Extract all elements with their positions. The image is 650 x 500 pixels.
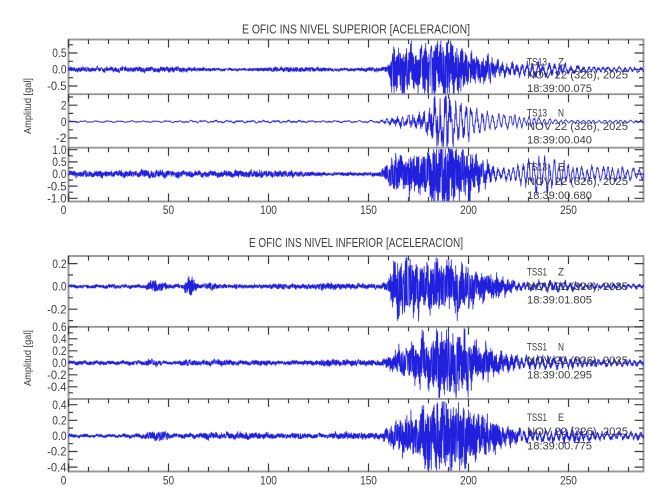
svg-text:NOV 22 (326), 2025: NOV 22 (326), 2025 — [527, 176, 628, 188]
svg-text:N: N — [558, 108, 564, 120]
svg-text:0.0: 0.0 — [52, 356, 66, 370]
svg-text:-0.5: -0.5 — [47, 79, 67, 93]
svg-text:E: E — [558, 412, 564, 424]
svg-text:0.5: 0.5 — [52, 155, 66, 169]
svg-text:0.0: 0.0 — [52, 63, 66, 77]
svg-text:E OFIC INS NIVEL INFERIOR [ACE: E OFIC INS NIVEL INFERIOR [ACELERACION] — [249, 235, 463, 250]
svg-text:0.0: 0.0 — [52, 429, 66, 443]
svg-text:50: 50 — [163, 474, 174, 488]
svg-text:1.0: 1.0 — [52, 143, 66, 157]
svg-text:2: 2 — [61, 98, 67, 112]
svg-text:TSS1: TSS1 — [527, 412, 547, 424]
svg-text:150: 150 — [360, 203, 377, 217]
svg-text:-1.0: -1.0 — [47, 192, 67, 206]
svg-text:E: E — [558, 162, 564, 174]
svg-text:18:39:00.040: 18:39:00.040 — [527, 135, 592, 147]
svg-text:0.4: 0.4 — [52, 332, 66, 346]
svg-text:TS13: TS13 — [527, 162, 547, 174]
svg-text:18:39:00.680: 18:39:00.680 — [527, 190, 592, 202]
svg-text:NOV 22 (326), 2025: NOV 22 (326), 2025 — [527, 281, 628, 293]
svg-text:NOV 22 (326), 2025: NOV 22 (326), 2025 — [527, 70, 628, 82]
svg-text:18:39:01.805: 18:39:01.805 — [527, 295, 592, 307]
svg-text:18:39:00.075: 18:39:00.075 — [527, 83, 592, 95]
svg-text:-0.4: -0.4 — [47, 460, 67, 474]
svg-text:Amplitud [gal]: Amplitud [gal] — [22, 78, 34, 134]
svg-text:Z: Z — [558, 57, 564, 69]
svg-text:Amplitud [gal]: Amplitud [gal] — [22, 330, 34, 386]
svg-text:0.4: 0.4 — [52, 398, 66, 412]
svg-text:0.0: 0.0 — [52, 280, 66, 294]
svg-text:Z: Z — [558, 267, 564, 279]
svg-text:-0.2: -0.2 — [47, 368, 67, 382]
svg-text:50: 50 — [163, 203, 174, 217]
svg-text:100: 100 — [260, 203, 277, 217]
svg-text:E OFIC INS NIVEL SUPERIOR [ACE: E OFIC INS NIVEL SUPERIOR [ACELERACION] — [242, 22, 470, 37]
svg-text:0: 0 — [61, 115, 67, 129]
svg-text:250: 250 — [560, 474, 577, 488]
svg-text:100: 100 — [260, 474, 277, 488]
svg-text:0.2: 0.2 — [52, 344, 66, 358]
svg-text:-2: -2 — [56, 131, 67, 145]
svg-text:18:39:00.295: 18:39:00.295 — [527, 370, 592, 382]
svg-text:0: 0 — [61, 203, 67, 217]
svg-text:200: 200 — [460, 474, 477, 488]
svg-text:-0.2: -0.2 — [47, 445, 67, 459]
svg-text:NOV 22 (326), 2025: NOV 22 (326), 2025 — [527, 426, 628, 438]
svg-text:NOV 22 (326), 2025: NOV 22 (326), 2025 — [527, 121, 628, 133]
svg-text:NOV 22 (326), 2025: NOV 22 (326), 2025 — [527, 355, 628, 367]
svg-text:0.2: 0.2 — [52, 414, 66, 428]
svg-text:0: 0 — [61, 474, 67, 488]
svg-text:0.2: 0.2 — [52, 257, 66, 271]
svg-text:0.6: 0.6 — [52, 320, 66, 334]
svg-text:0.0: 0.0 — [52, 167, 66, 181]
svg-text:0.5: 0.5 — [52, 46, 66, 60]
svg-text:250: 250 — [560, 203, 577, 217]
svg-text:150: 150 — [360, 474, 377, 488]
svg-text:TSS1: TSS1 — [527, 342, 547, 354]
svg-text:TSS1: TSS1 — [527, 267, 547, 279]
svg-text:-0.2: -0.2 — [47, 302, 67, 316]
svg-text:-0.5: -0.5 — [47, 179, 67, 193]
svg-text:TS13: TS13 — [527, 57, 547, 69]
svg-text:18:39:00.775: 18:39:00.775 — [527, 441, 592, 453]
svg-text:200: 200 — [460, 203, 477, 217]
svg-text:TS13: TS13 — [527, 108, 547, 120]
svg-text:-0.4: -0.4 — [47, 380, 67, 394]
svg-text:N: N — [558, 342, 564, 354]
